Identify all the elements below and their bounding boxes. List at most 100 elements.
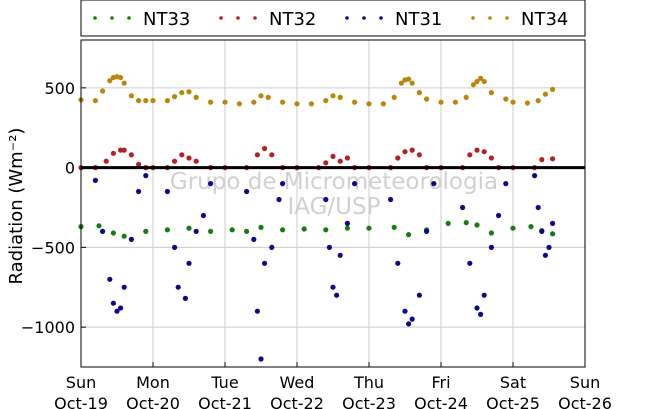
data-point (186, 225, 192, 231)
data-point (244, 188, 250, 195)
data-point (301, 226, 307, 232)
data-point (406, 232, 412, 238)
data-point (107, 276, 113, 282)
data-point (276, 196, 282, 203)
data-point (463, 220, 469, 226)
data-point (550, 86, 556, 92)
data-point (128, 236, 134, 242)
data-point (110, 150, 116, 156)
legend: NT33 NT32 NT31 NT34 (80, 0, 586, 37)
x-tick-label-date: Oct-19 (54, 394, 108, 409)
data-point (402, 149, 408, 155)
data-point (470, 82, 476, 88)
data-point (222, 99, 228, 105)
data-point (409, 80, 415, 86)
data-point (254, 308, 260, 314)
data-point (143, 173, 149, 179)
data-point (103, 158, 109, 164)
data-point (114, 308, 120, 314)
data-point (478, 311, 484, 317)
y-tick-label: 500 (44, 79, 75, 98)
data-point (200, 212, 206, 219)
data-point (391, 224, 397, 230)
data-point (258, 356, 264, 362)
data-point (488, 230, 494, 236)
watermark-line-1: Grupo de Micrometeorologia (170, 169, 498, 195)
data-point (121, 284, 127, 290)
data-point (481, 78, 487, 85)
data-point (481, 292, 487, 298)
x-tick-label-date: Oct-25 (486, 394, 540, 409)
data-point (118, 305, 124, 311)
data-point (121, 147, 127, 153)
data-point (452, 99, 458, 105)
data-point (330, 93, 336, 99)
y-tick-label: −1000 (21, 318, 75, 337)
data-point (474, 305, 480, 311)
data-point (528, 224, 534, 230)
data-point (337, 94, 343, 100)
series-nt34 (78, 74, 556, 107)
data-point (337, 158, 343, 164)
data-point (172, 158, 178, 164)
data-point (542, 252, 549, 258)
data-point (258, 93, 264, 99)
data-point (431, 181, 437, 187)
data-point (136, 98, 142, 104)
y-tick-label: −500 (31, 238, 75, 257)
data-point (488, 155, 494, 161)
data-point (352, 181, 358, 187)
data-point (280, 181, 286, 187)
data-point (172, 244, 178, 250)
data-point (542, 91, 549, 97)
data-point (445, 220, 451, 226)
x-tick-label-day: Mon (136, 373, 170, 392)
legend-label: NT32 (269, 9, 316, 30)
x-tick-label-date: Oct-26 (558, 394, 612, 409)
data-point (294, 101, 300, 107)
data-point (488, 244, 494, 250)
data-point (510, 225, 516, 231)
data-point (416, 90, 422, 96)
data-point (481, 149, 487, 155)
data-point (280, 227, 286, 233)
data-point (179, 152, 185, 158)
data-point (546, 244, 552, 250)
plot-series (78, 74, 556, 362)
legend-marker (253, 16, 257, 20)
data-point (337, 252, 343, 258)
data-point (258, 224, 264, 230)
legend-box (80, 0, 586, 37)
data-point (409, 316, 415, 322)
data-point (269, 244, 275, 250)
data-point (262, 145, 268, 152)
data-point (550, 231, 556, 237)
legend-marker (345, 16, 349, 20)
data-point (323, 160, 329, 166)
data-point (532, 173, 538, 179)
data-point (186, 89, 192, 95)
data-point (488, 90, 494, 96)
data-point (269, 152, 275, 158)
data-point (535, 98, 541, 104)
data-point (193, 228, 199, 234)
legend-label: NT33 (143, 9, 190, 30)
data-point (535, 204, 541, 211)
data-point (121, 233, 127, 239)
data-point (136, 188, 142, 195)
x-tick-label-date: Oct-20 (126, 394, 180, 409)
data-point (409, 147, 415, 153)
data-point (496, 212, 502, 219)
legend-marker (488, 16, 492, 20)
data-point (186, 155, 192, 161)
data-point (121, 80, 127, 86)
legend-marker (505, 16, 509, 20)
data-point (164, 227, 170, 233)
data-point (128, 152, 134, 158)
data-point (182, 295, 188, 301)
data-point (280, 99, 286, 105)
data-point (308, 101, 314, 107)
data-point (424, 96, 430, 102)
legend-entry-nt31: NT31 (345, 9, 442, 30)
